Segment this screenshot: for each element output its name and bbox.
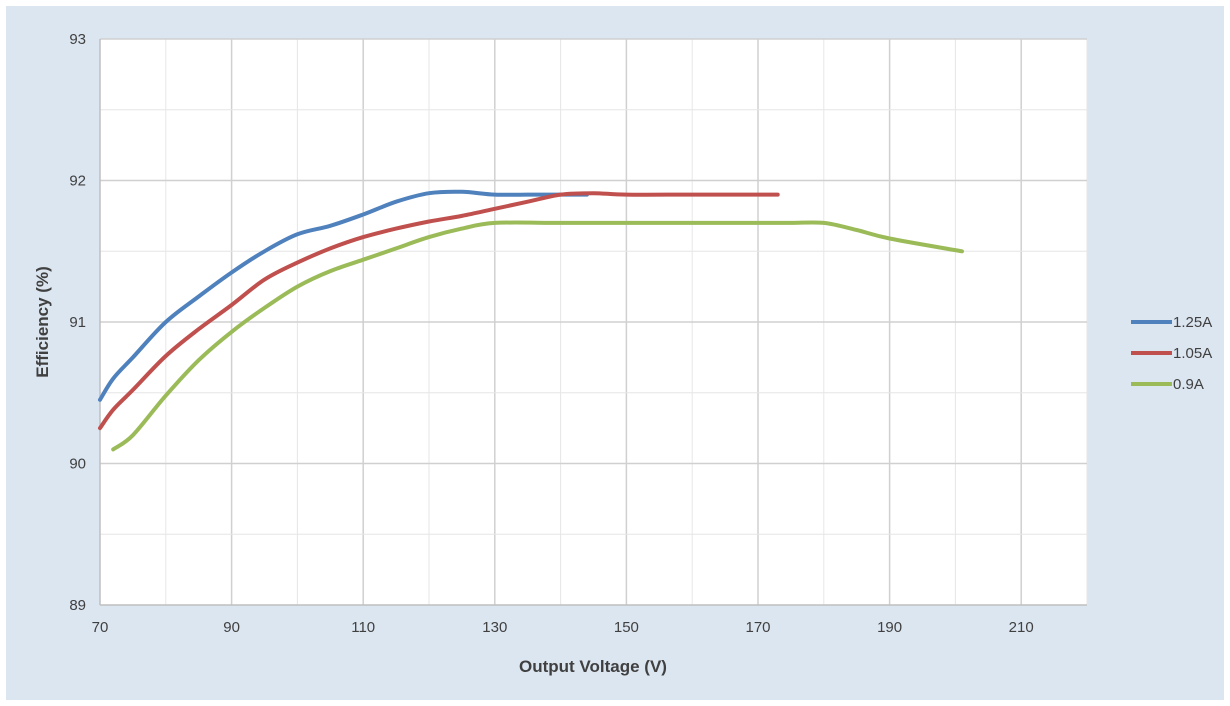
y-tick-label: 90 — [69, 456, 86, 473]
legend-label: 1.05A — [1173, 345, 1212, 362]
y-tick-label: 93 — [69, 31, 86, 48]
y-axis-title: Efficiency (%) — [33, 266, 52, 377]
y-tick-label: 89 — [69, 597, 86, 614]
x-tick-label: 170 — [745, 619, 770, 636]
x-tick-label: 90 — [223, 619, 240, 636]
y-axis-tick-labels: 89 90 91 92 93 — [69, 31, 86, 614]
y-tick-label: 92 — [69, 173, 86, 190]
series-line-1.05A — [98, 191, 780, 431]
x-axis-tick-labels: 70 90 110 130 150 170 190 210 — [92, 619, 1034, 636]
series-line-0.9A — [111, 220, 964, 452]
series-line-1.25A — [98, 189, 589, 402]
x-tick-label: 130 — [482, 619, 507, 636]
y-tick-label: 91 — [69, 314, 86, 331]
x-tick-label: 150 — [614, 619, 639, 636]
legend-label: 0.9A — [1173, 376, 1204, 393]
legend-label: 1.25A — [1173, 314, 1212, 331]
x-tick-label: 210 — [1009, 619, 1034, 636]
x-tick-label: 190 — [877, 619, 902, 636]
x-tick-label: 110 — [351, 619, 375, 636]
series-lines — [98, 189, 964, 452]
horizontal-gridlines — [99, 38, 1087, 606]
x-axis-title: Output Voltage (V) — [519, 657, 667, 676]
legend: 1.25A 1.05A 0.9A — [1131, 314, 1212, 393]
x-tick-label: 70 — [92, 619, 109, 636]
